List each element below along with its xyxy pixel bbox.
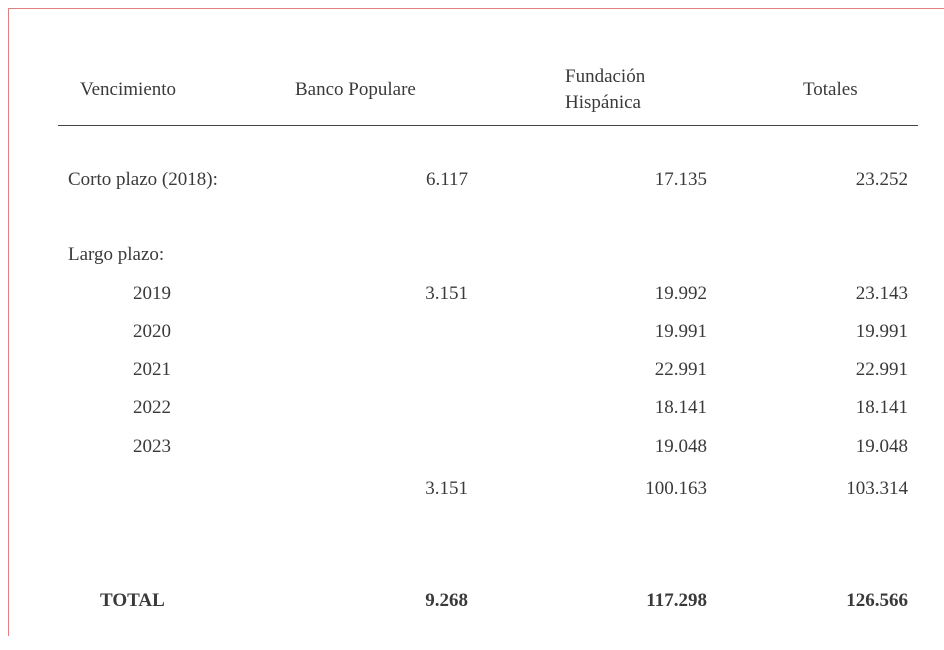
- value-cell: 3.151: [425, 478, 468, 499]
- value-cell: 19.048: [855, 436, 908, 457]
- row-label: 2021: [133, 359, 171, 380]
- value-cell: 19.991: [654, 321, 707, 342]
- header-cell: Totales: [803, 79, 858, 100]
- value-cell: 103.314: [846, 478, 908, 499]
- row-label: TOTAL: [100, 590, 165, 611]
- value-cell: 19.992: [654, 283, 707, 304]
- value-cell: 126.566: [846, 590, 908, 611]
- row-label: 2020: [133, 321, 171, 342]
- value-cell: 3.151: [425, 283, 468, 304]
- border: [8, 8, 9, 636]
- border: [8, 8, 944, 9]
- header-rule: [58, 125, 918, 126]
- row-label: 2019: [133, 283, 171, 304]
- value-cell: 22.991: [654, 359, 707, 380]
- value-cell: 100.163: [645, 478, 707, 499]
- row-label: Corto plazo (2018):: [68, 169, 218, 190]
- value-cell: 117.298: [646, 590, 707, 611]
- value-cell: 22.991: [855, 359, 908, 380]
- value-cell: 23.252: [855, 169, 908, 190]
- row-label: Largo plazo:: [68, 244, 165, 265]
- value-cell: 19.048: [654, 436, 707, 457]
- value-cell: 17.135: [654, 169, 707, 190]
- header-cell: Vencimiento: [80, 79, 177, 100]
- value-cell: 19.991: [855, 321, 908, 342]
- value-cell: 18.141: [855, 397, 908, 418]
- value-cell: 6.117: [425, 169, 468, 190]
- header-cell: Fundación: [565, 66, 646, 87]
- value-cell: 18.141: [654, 397, 707, 418]
- value-cell: 9.268: [425, 590, 468, 611]
- header-cell: Hispánica: [565, 92, 641, 113]
- row-label: 2022: [133, 397, 171, 418]
- value-cell: 23.143: [855, 283, 908, 304]
- row-label: 2023: [133, 436, 171, 457]
- header-cell: Banco Populare: [295, 79, 416, 100]
